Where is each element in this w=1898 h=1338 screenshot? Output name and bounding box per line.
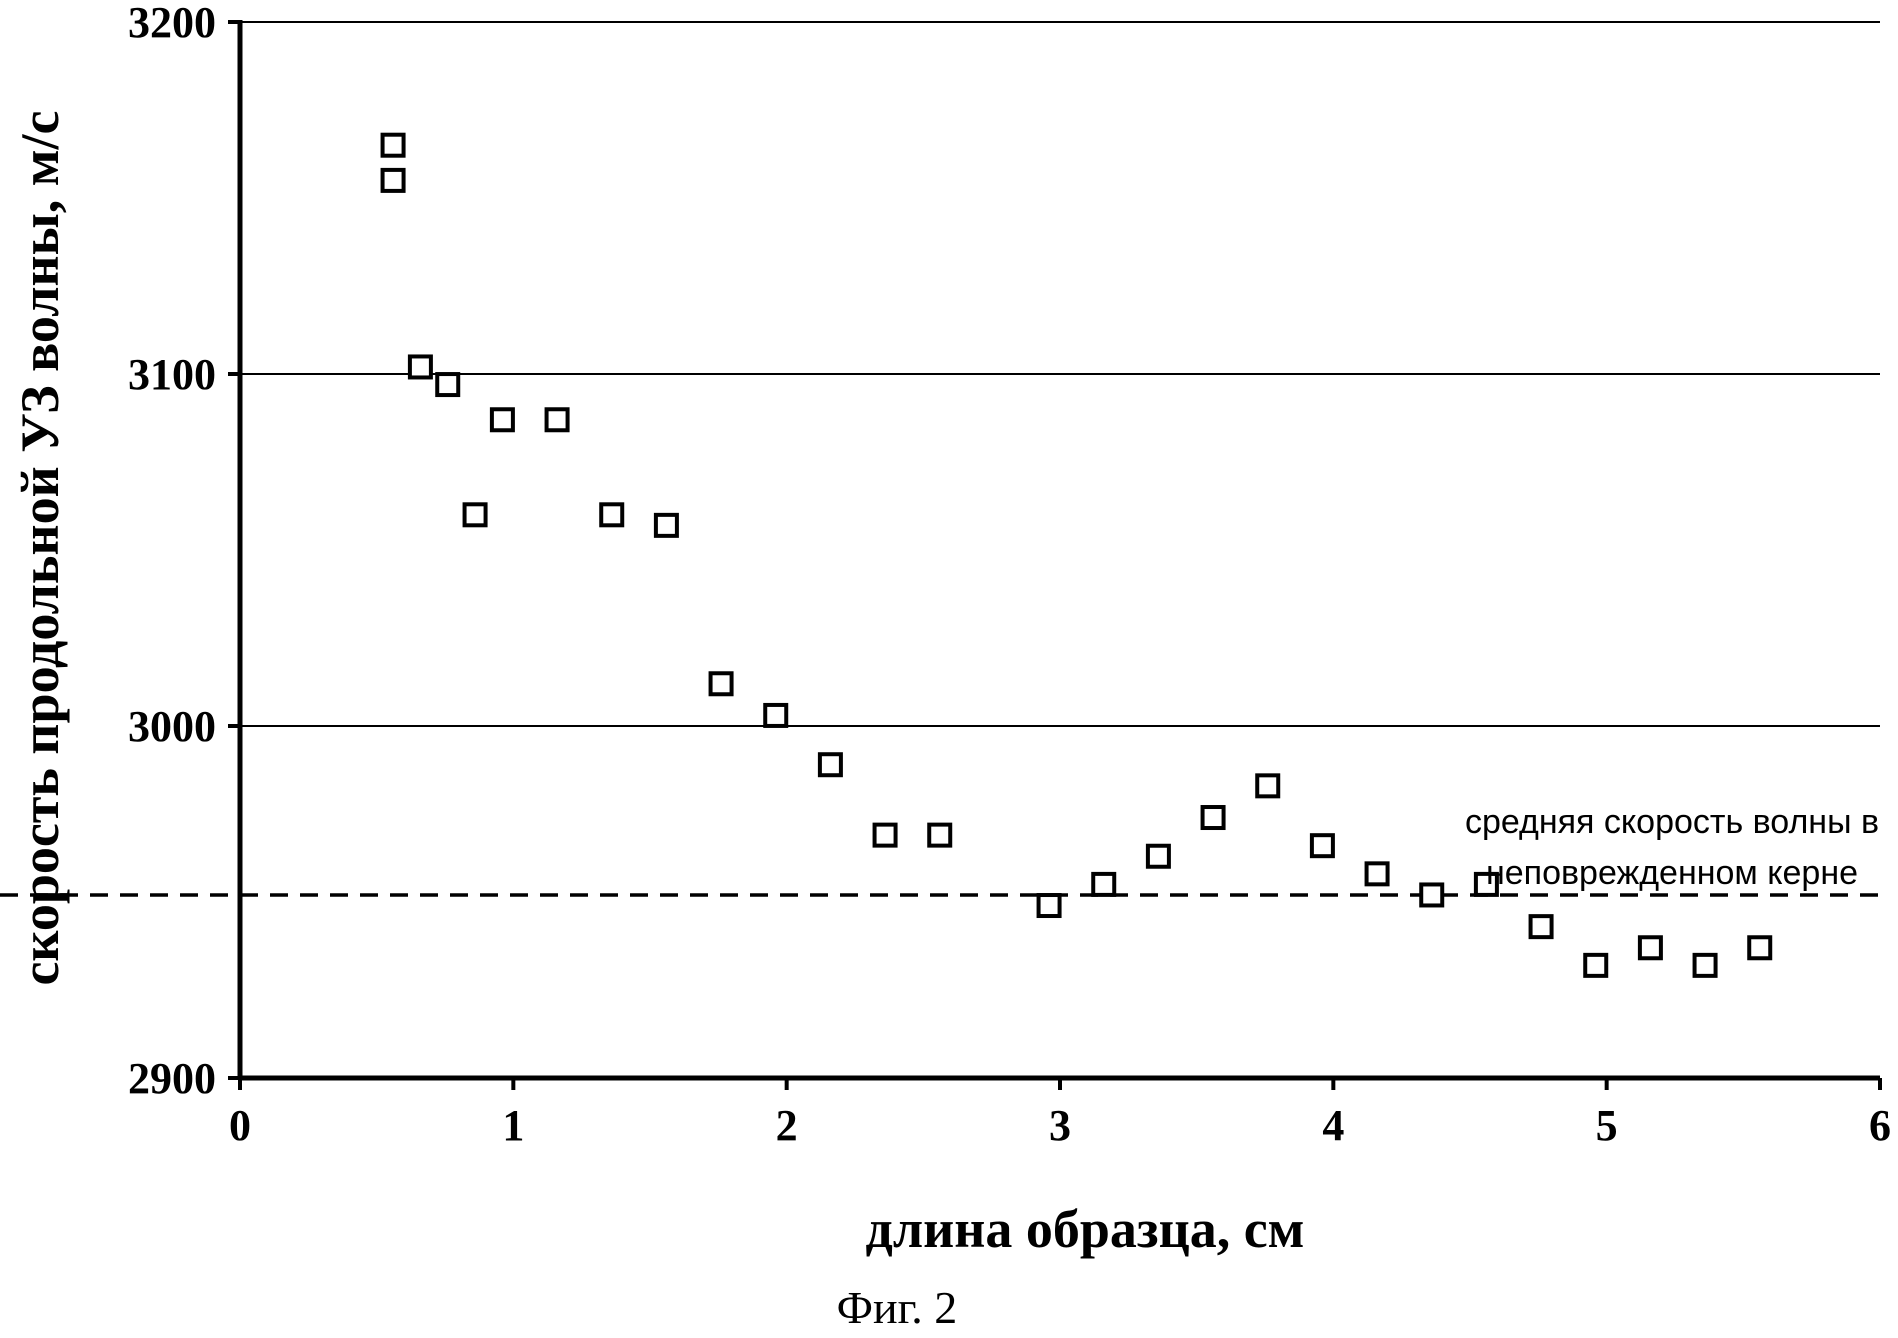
data-point-13: [927, 822, 953, 848]
grid-lines: [240, 21, 1880, 727]
data-point-11: [817, 752, 843, 778]
x-tick-label-1: 1: [502, 1101, 524, 1150]
data-point-12: [872, 822, 898, 848]
data-point-1: [380, 167, 406, 193]
data-point-21: [1419, 882, 1445, 908]
data-point-10: [763, 702, 789, 728]
data-point-19: [1309, 833, 1335, 859]
tick-labels: 2900 3000 3100 3200 0 1 2 3 4 5 6: [128, 0, 1891, 1150]
data-point-8: [653, 512, 679, 538]
y-tick-label-2: 3100: [128, 350, 216, 399]
data-points: [380, 132, 1773, 978]
x-tick-label-0: 0: [229, 1101, 251, 1150]
x-tick-label-3: 3: [1049, 1101, 1071, 1150]
x-tick-label-4: 4: [1322, 1101, 1344, 1150]
y-axis-title: скорость продольной УЗ волны, м/с: [10, 110, 70, 985]
y-tick-label-1: 3000: [128, 702, 216, 751]
x-axis-title: длина образца, см: [866, 1199, 1305, 1259]
y-tick-label-3: 3200: [128, 0, 216, 47]
y-tick-label-0: 2900: [128, 1054, 216, 1103]
data-point-26: [1692, 952, 1718, 978]
data-point-0: [380, 132, 406, 158]
x-tick-label-6: 6: [1869, 1101, 1891, 1150]
x-tick-label-2: 2: [776, 1101, 798, 1150]
data-point-20: [1364, 861, 1390, 887]
data-point-2: [407, 354, 433, 380]
axes: [228, 20, 1882, 1090]
data-point-27: [1747, 935, 1773, 961]
data-point-16: [1145, 843, 1171, 869]
data-point-15: [1091, 871, 1117, 897]
data-point-24: [1583, 952, 1609, 978]
reference-label-line1: средняя скорость волны в: [1465, 803, 1879, 841]
data-point-7: [599, 502, 625, 528]
data-point-23: [1528, 914, 1554, 940]
data-point-3: [435, 372, 461, 398]
x-tick-label-5: 5: [1596, 1101, 1618, 1150]
data-point-9: [708, 671, 734, 697]
data-point-18: [1255, 773, 1281, 799]
figure-caption: Фиг. 2: [837, 1282, 958, 1333]
data-point-6: [544, 407, 570, 433]
data-point-17: [1200, 805, 1226, 831]
data-point-14: [1036, 893, 1062, 919]
data-point-4: [462, 502, 488, 528]
data-point-25: [1637, 935, 1663, 961]
data-point-22: [1473, 871, 1499, 897]
reference-label-line2: неповрежденном керне: [1486, 854, 1858, 892]
data-point-5: [489, 407, 515, 433]
